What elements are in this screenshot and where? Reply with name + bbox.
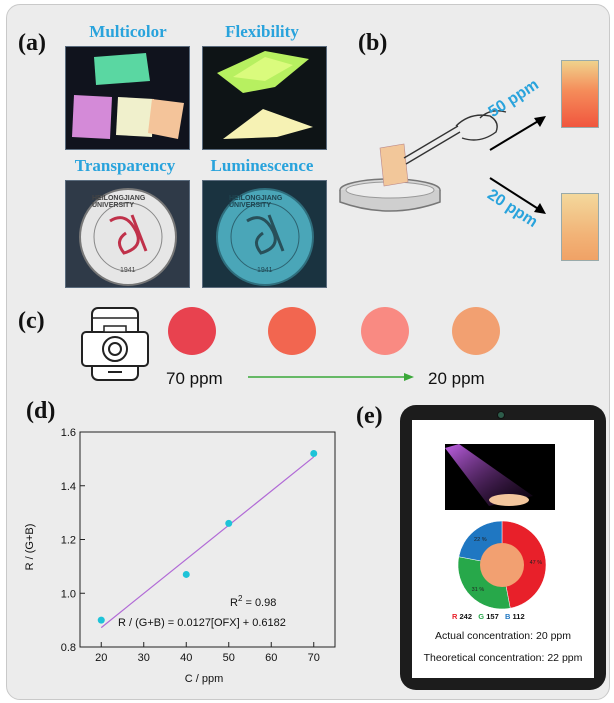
x-tick-label: 30 [138,652,150,664]
color-dot-3 [361,307,409,355]
panel-label-d: (d) [26,398,56,424]
seal-text-b: HEILONGJIANG UNIVERSITY [229,195,283,209]
seal-text-a: HEILONGJIANG UNIVERSITY [92,195,146,209]
film-20ppm [561,193,599,261]
chart-axes: 20 30 40 50 60 70 0.8 1.0 1.2 1.4 1.6 [61,427,336,664]
pie-slice-label: 22 % [474,537,487,543]
caption-luminescence: Luminescence [210,156,314,175]
rgb-values: R 242 G 157 B 112 [452,612,525,621]
rgb-pie-chart: 47 % 31 % 22 % [457,520,547,610]
plot-frame [79,431,336,648]
x-axis-label: C / ppm [185,673,224,685]
calibration-chart: 20 30 40 50 60 70 0.8 1.0 1.2 1.4 1.6 R2 = 0.98 R … [24,427,336,685]
photo-flexible-films [202,46,327,150]
sensing-illustration [339,110,546,214]
r-label: R [452,612,458,621]
film-50ppm [561,60,599,128]
y-tick-label: 1.0 [61,588,76,600]
x-tick-label: 70 [308,652,320,664]
r2-annotation: R2 = 0.98 [230,594,276,609]
actual-concentration: Actual concentration: 20 ppm [435,630,571,642]
tweezers-hand-icon [403,110,507,165]
uv-light-icon [445,444,555,510]
seal-year-a: 1941 [120,267,136,274]
y-tick-label: 0.8 [61,642,76,654]
data-point [225,519,233,527]
r-value: 242 [459,612,473,621]
g-label: G [478,612,485,621]
color-dot-2 [268,307,316,355]
caption-multicolor: Multicolor [89,22,167,41]
pie-slice-label: 31 % [472,587,485,593]
smartphone-camera-icon [81,307,149,381]
panel-label-b: (b) [358,30,388,56]
arrow-down-icon [489,177,546,214]
pie-center-sample [480,543,524,587]
photo-transparency-seal: HEILONGJIANG UNIVERSITY 1941 [65,180,190,288]
color-dot-1 [168,307,216,355]
label-70ppm: 70 ppm [166,369,223,388]
label-20ppm-c: 20 ppm [428,369,485,388]
caption-flexibility: Flexibility [225,22,299,41]
y-tick-label: 1.4 [61,481,76,493]
y-tick-label: 1.6 [61,427,76,439]
y-axis-label: R / (G+B) [24,524,36,571]
data-points [97,450,318,624]
photo-luminescence-seal: HEILONGJIANG UNIVERSITY 1941 [202,180,327,288]
data-point [310,450,318,457]
y-tick-label: 1.2 [61,535,76,547]
g-value: 157 [486,612,499,621]
caption-transparency: Transparency [74,156,176,175]
x-tick-label: 40 [180,652,192,664]
photo-multicolor-films [65,46,190,150]
fit-line [100,456,315,629]
x-tick-label: 50 [223,652,235,664]
camera-dot-icon [497,411,505,419]
data-point [97,616,105,624]
panel-label-e: (e) [356,403,383,429]
color-dot-4 [452,307,500,355]
petri-dish-icon [339,143,441,212]
pie-slice-label: 47 % [530,560,543,566]
x-tick-label: 20 [95,652,107,664]
arrow-up-icon [489,116,546,151]
data-point [182,570,190,578]
fit-equation: R / (G+B) = 0.0127[OFX] + 0.6182 [118,617,286,629]
theoretical-concentration: Theoretical concentration: 22 ppm [423,652,583,664]
panel-label-a: (a) [18,30,46,56]
x-tick-label: 60 [265,652,277,664]
fit-line-segment [100,456,315,629]
gradient-arrow-icon [248,373,414,381]
panel-label-c: (c) [18,308,45,334]
b-label: B [505,612,511,621]
seal-year-b: 1941 [257,267,273,274]
b-value: 112 [512,612,525,621]
